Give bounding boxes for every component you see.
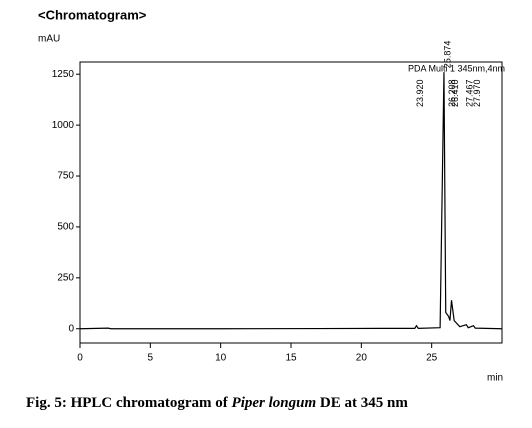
caption-part: DE at 345 nm — [316, 395, 408, 411]
chart-title: <Chromatogram> — [38, 7, 147, 22]
x-tick-label: 20 — [356, 353, 368, 364]
y-tick-label: 0 — [68, 323, 74, 334]
caption-part: Fig. 5: HPLC chromatogram of — [26, 395, 232, 411]
x-tick-label: 25 — [426, 353, 438, 364]
x-tick-label: 5 — [148, 353, 154, 364]
y-tick-label: 750 — [57, 171, 74, 182]
x-tick-label: 15 — [285, 353, 297, 364]
y-tick-label: 250 — [57, 272, 74, 283]
trace — [79, 72, 503, 330]
peak-label: 26.410 — [450, 79, 460, 107]
peak-label: 23.920 — [415, 79, 425, 107]
peak-label: 25.874 — [442, 41, 452, 69]
caption-part: Piper longum — [232, 395, 317, 411]
x-tick-label: 10 — [215, 353, 227, 364]
x-axis-label: min — [487, 373, 503, 384]
y-axis-label: mAU — [38, 34, 60, 45]
y-tick-label: 500 — [57, 222, 74, 233]
peak-label: 27.467 — [465, 79, 475, 107]
plot-frame — [79, 61, 503, 344]
peak-label: 26.208 — [447, 79, 457, 107]
y-tick-label: 1000 — [52, 120, 75, 131]
detector-label: PDA Multi 1 345nm,4nm — [408, 63, 505, 73]
x-tick-label: 0 — [77, 353, 83, 364]
y-tick-label: 1250 — [52, 69, 75, 80]
caption: Fig. 5: HPLC chromatogram of Piper longu… — [26, 395, 408, 411]
peak-label: 27.970 — [472, 79, 482, 107]
